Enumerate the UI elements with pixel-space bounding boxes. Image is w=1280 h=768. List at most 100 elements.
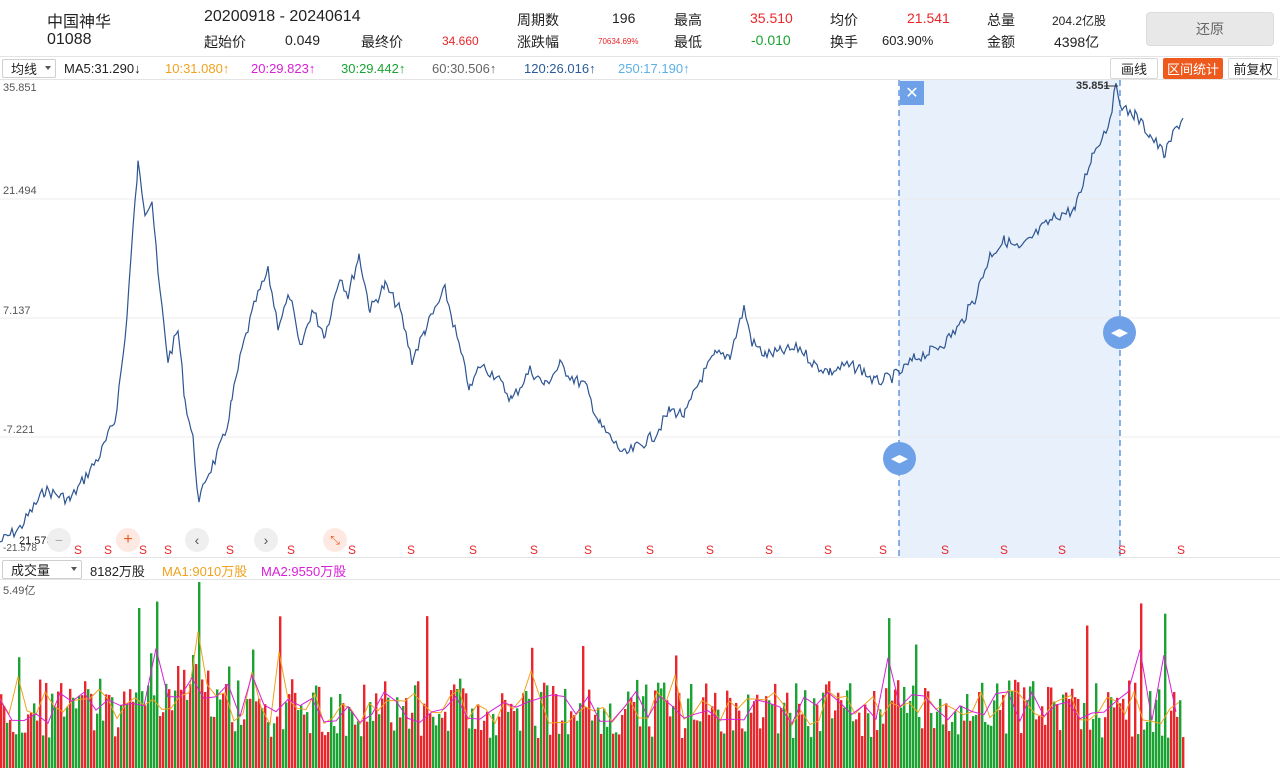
volume-bar [672,705,675,768]
pre-adjust-button[interactable]: 前复权 [1228,58,1278,79]
volume-bar [72,697,75,768]
close-icon[interactable]: ✕ [900,81,924,105]
s-marker[interactable]: S [1118,543,1126,557]
volume-bar [588,689,591,768]
s-marker[interactable]: S [646,543,654,557]
s-marker[interactable]: S [407,543,415,557]
s-marker[interactable]: S [1000,543,1008,557]
volume-bar [27,714,30,768]
s-marker[interactable]: S [879,543,887,557]
volume-bar [987,724,990,768]
ma10-value: 10:31.080↑ [165,61,230,76]
volume-bar [687,698,690,768]
volume-bar [492,713,495,768]
volume-bar [741,728,744,768]
volume-bar [834,710,837,768]
volume-bar [639,726,642,768]
volume-bar [1008,680,1011,768]
volume-bar [1047,686,1050,768]
volume-bar [681,737,684,768]
volume-bar [1113,707,1116,768]
volume-bar [57,691,60,768]
volume-bar [273,723,276,768]
volume-bar [945,703,948,768]
volume-bar [303,714,306,768]
peak-label: 35.851 [1076,80,1110,92]
volume-bar [1044,724,1047,768]
volume-bar [654,690,657,768]
s-marker[interactable]: S [584,543,592,557]
volume-bar [627,691,630,768]
volume-bar [306,712,309,768]
volume-bar [342,703,345,768]
volume-bar [909,700,912,768]
volume-bar [900,707,903,768]
draw-line-button[interactable]: 画线 [1110,58,1158,79]
volume-bar [270,736,273,768]
volume-bar [1122,698,1125,768]
s-marker[interactable]: S [1058,543,1066,557]
volume-bar [975,714,978,768]
volume-bar [1179,700,1182,768]
volume-bar [69,688,72,768]
chevron-left-icon[interactable]: ‹ [185,528,209,552]
s-marker[interactable]: S [706,543,714,557]
volume-bar [3,705,6,768]
s-marker[interactable]: S [226,543,234,557]
volume-bar [1101,737,1104,768]
volume-bar [717,709,720,768]
volume-bar [294,692,297,768]
volume-bar [1128,680,1131,768]
interval-stats-button[interactable]: 区间统计 [1163,58,1223,79]
volume-bar [624,709,627,768]
s-marker[interactable]: S [941,543,949,557]
left-range-handle[interactable]: ◀▶ [883,442,916,475]
restore-button[interactable]: 还原 [1146,12,1274,46]
volume-bar [729,697,732,768]
s-marker[interactable]: S [164,543,172,557]
volume-bar [615,732,618,768]
volume-bar [1173,692,1176,768]
right-range-handle[interactable]: ◀▶ [1103,316,1136,349]
volume-bar [1032,681,1035,768]
s-marker[interactable]: S [139,543,147,557]
volume-bar [267,722,270,768]
volume-bar [960,705,963,768]
volume-bar [795,683,798,768]
volume-bar [6,722,9,768]
s-marker[interactable]: S [104,543,112,557]
s-marker[interactable]: S [765,543,773,557]
volume-bar [333,726,336,768]
zoom-in-icon[interactable]: + [116,528,140,552]
zoom-out-icon[interactable]: − [47,528,71,552]
s-marker[interactable]: S [824,543,832,557]
volume-bar [198,582,201,768]
volume-bar [978,692,981,768]
volume-bar [24,732,27,768]
chevron-right-icon[interactable]: › [254,528,278,552]
price-chart[interactable]: S S S S S S S S S S S S S S S S S S S S S 35.851 21.494 7.13… [0,80,1280,558]
period-label: 周期数 [517,12,559,28]
s-marker[interactable]: S [530,543,538,557]
volume-bar [393,730,396,768]
s-marker[interactable]: S [469,543,477,557]
s-marker[interactable]: S [287,543,295,557]
ma-type-select[interactable]: 均线 [2,59,56,78]
volume-bar [486,711,489,768]
price-line [0,83,1184,543]
volume-bar [48,737,51,768]
volume-bar [105,694,108,768]
volume-bar [549,734,552,768]
volume-bar [618,734,621,768]
volume-bar [21,732,24,768]
volume-bar [603,708,606,768]
s-marker[interactable]: S [74,543,82,557]
volume-chart[interactable]: 5.49亿 [0,580,1280,768]
s-marker[interactable]: S [1177,543,1185,557]
volume-select[interactable]: 成交量 [2,560,82,579]
volume-bar [204,691,207,768]
volume-bar [18,657,21,768]
volume-bar [1107,692,1110,768]
s-marker[interactable]: S [348,543,356,557]
collapse-icon[interactable]: ⤡ [323,528,347,552]
